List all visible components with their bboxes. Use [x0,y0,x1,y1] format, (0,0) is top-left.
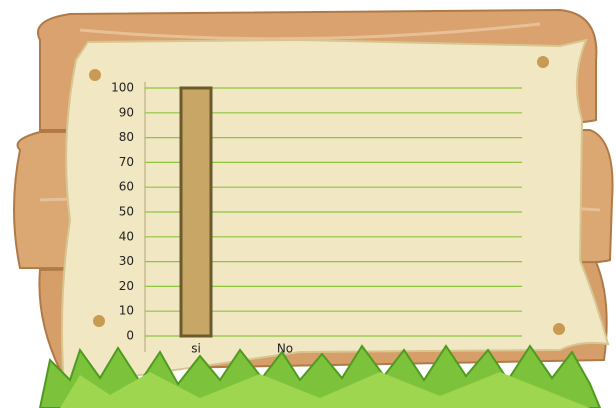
pin [89,69,101,81]
plot: 0 10 20 30 40 50 60 70 80 90 100 si No [111,81,522,356]
pin [553,323,565,335]
x-tick-label: No [277,342,293,356]
pin [93,315,105,327]
y-tick-label: 40 [119,229,134,243]
y-tick-label: 0 [126,329,134,343]
pin [537,56,549,68]
y-tick-label: 100 [111,81,134,95]
y-tick-label: 70 [119,155,134,169]
y-tick-label: 30 [119,254,134,268]
y-tick-label: 50 [119,205,134,219]
bar [179,86,213,338]
paper-sheet [61,38,610,388]
x-tick-label: si [191,342,201,356]
y-tick-label: 80 [119,130,134,144]
y-tick-label: 10 [119,304,134,318]
grass-front [60,372,590,408]
y-tick-label: 20 [119,279,134,293]
y-tick-label: 90 [119,105,134,119]
y-tick-label: 60 [119,180,134,194]
